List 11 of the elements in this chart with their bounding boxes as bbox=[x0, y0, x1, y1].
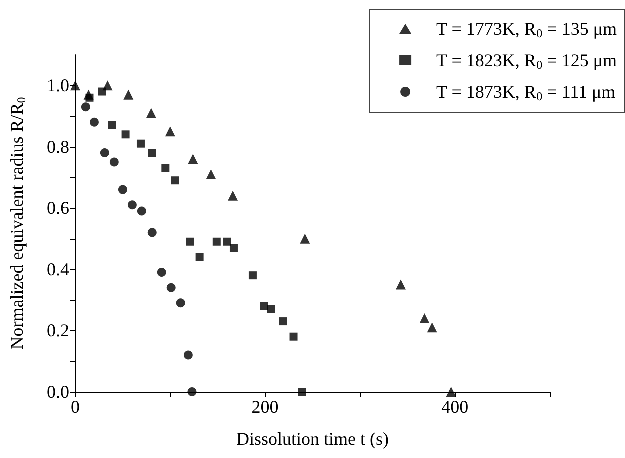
x-tick-label: 0 bbox=[71, 397, 80, 417]
y-tick-label: 0.6 bbox=[47, 198, 70, 218]
y-tick-label: 0.2 bbox=[47, 320, 70, 341]
y-tick-label: 0.0 bbox=[47, 382, 70, 402]
x-axis-title: Dissolution time t (s) bbox=[236, 429, 390, 449]
x-tick-label: 400 bbox=[442, 397, 469, 417]
y-axis-title: Normalized equivalent radius R/R0 bbox=[7, 97, 28, 350]
x-tick-label: 200 bbox=[252, 397, 279, 417]
y-tick-label: 0.8 bbox=[47, 136, 70, 157]
y-tick-label: 1.0 bbox=[47, 76, 70, 96]
y-tick-label: 0.4 bbox=[47, 259, 70, 280]
